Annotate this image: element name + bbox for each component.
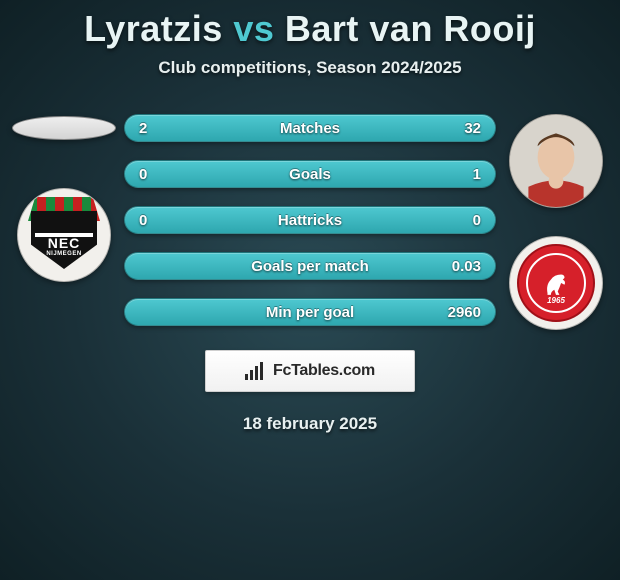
stat-row-matches: 2 Matches 32 <box>124 114 496 142</box>
nec-city: NIJMEGEN <box>22 251 106 257</box>
club-badge-left: NEC NIJMEGEN <box>17 188 111 282</box>
nec-text: NEC <box>22 235 106 251</box>
stat-left-value: 2 <box>139 120 179 137</box>
stat-row-hattricks: 0 Hattricks 0 <box>124 206 496 234</box>
stat-row-goals: 0 Goals 1 <box>124 160 496 188</box>
stat-label: Min per goal <box>125 304 495 321</box>
twente-inner-ring: 1965 <box>526 253 586 313</box>
club-badge-right: 1965 <box>509 236 603 330</box>
twente-year: 1965 <box>547 296 565 305</box>
date: 18 february 2025 <box>0 414 620 434</box>
nec-badge: NEC NIJMEGEN <box>22 193 106 277</box>
stat-label: Hattricks <box>125 212 495 229</box>
title-player-right: Bart van Rooij <box>285 8 536 49</box>
stat-right-value: 0 <box>441 212 481 229</box>
main-row: NEC NIJMEGEN 2 Matches 32 0 Goals 1 0 Ha… <box>0 114 620 330</box>
left-column: NEC NIJMEGEN <box>8 114 120 282</box>
stat-label: Goals <box>125 166 495 183</box>
stats-column: 2 Matches 32 0 Goals 1 0 Hattricks 0 Goa… <box>120 114 500 326</box>
title-player-left: Lyratzis <box>84 8 223 49</box>
player-left-placeholder <box>12 116 116 140</box>
stat-left-value: 0 <box>139 166 179 183</box>
watermark: FcTables.com <box>205 350 415 392</box>
twente-badge: 1965 <box>517 244 595 322</box>
player-right-photo <box>509 114 603 208</box>
title: Lyratzis vs Bart van Rooij <box>0 8 620 50</box>
stat-label: Matches <box>125 120 495 137</box>
title-vs: vs <box>233 8 274 49</box>
horse-icon <box>539 266 573 300</box>
stat-right-value: 0.03 <box>441 258 481 275</box>
stat-row-goals-per-match: Goals per match 0.03 <box>124 252 496 280</box>
stat-right-value: 1 <box>441 166 481 183</box>
infographic-root: Lyratzis vs Bart van Rooij Club competit… <box>0 0 620 434</box>
stat-left-value: 0 <box>139 212 179 229</box>
stat-right-value: 2960 <box>441 304 481 321</box>
stat-right-value: 32 <box>441 120 481 137</box>
right-column: 1965 <box>500 114 612 330</box>
stat-row-min-per-goal: Min per goal 2960 <box>124 298 496 326</box>
bars-icon <box>245 362 267 380</box>
watermark-text: FcTables.com <box>273 362 375 380</box>
subtitle: Club competitions, Season 2024/2025 <box>0 58 620 78</box>
stat-label: Goals per match <box>125 258 495 275</box>
player-face-icon <box>510 115 602 207</box>
